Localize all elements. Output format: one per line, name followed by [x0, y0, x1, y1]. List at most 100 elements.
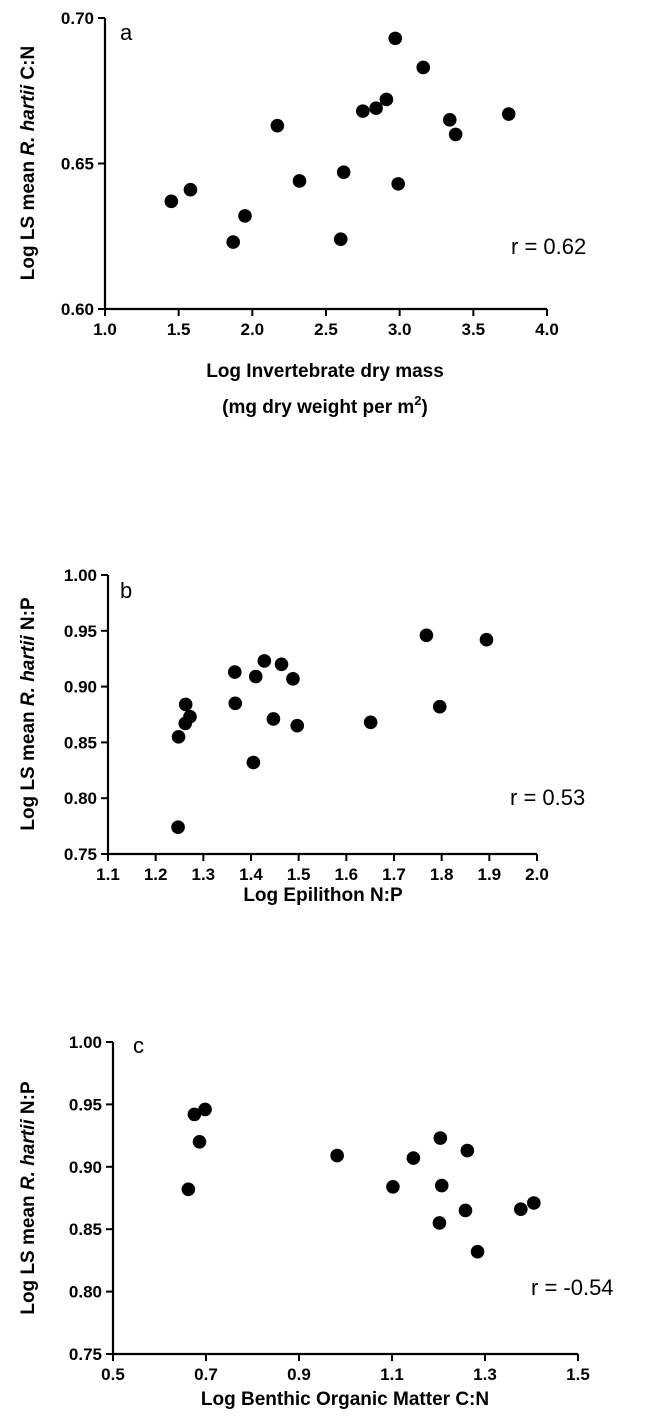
panel-a-y-tick-label-1: 0.65 [61, 155, 94, 174]
panel-c-data-point [198, 1102, 212, 1117]
panel-a-axes [103, 18, 547, 311]
panel-b-x-tick-label-7: 1.8 [430, 865, 454, 884]
panel-c-data-point [434, 1178, 449, 1193]
panel-c-y-title-pre: Log LS mean [18, 1190, 39, 1315]
panel-b-x-tick-label-2: 1.3 [192, 865, 216, 884]
panel-b-y-tick-label-3: 0.90 [64, 678, 97, 697]
panel-c-data-point [192, 1135, 207, 1149]
panel-b-x-tick-label-4: 1.5 [287, 865, 311, 884]
panel-b-y-title-post: N:P [18, 597, 39, 635]
panel-c-x-tick-label-0: 0.5 [101, 1365, 125, 1384]
panel-b-x-tick-label-5: 1.6 [335, 865, 359, 884]
panel-c-x-title: Log Benthic Organic Matter C:N [201, 1389, 489, 1410]
panel-b-x-title: Log Epilithon N:P [243, 885, 403, 906]
panel-a-x-tick-label-0: 1.0 [93, 320, 117, 339]
panel-a-y-ticks: 0.60 0.65 0.70 [61, 9, 105, 319]
panel-c-y-tick-label-4: 0.95 [69, 1095, 102, 1114]
panel-c-y-tick-label-3: 0.90 [69, 1158, 102, 1177]
panel-a-data-point [333, 232, 348, 246]
panel-c: c 0.75 0.80 0.85 0.90 0.95 1.00 0.5 0.7 0.9 1.1 1… [18, 1033, 614, 1410]
panel-a-x-title-sup: 2 [414, 393, 421, 408]
panel-a-data-point [369, 101, 383, 116]
panel-c-data-point [406, 1151, 421, 1165]
panel-c-data-point [514, 1202, 528, 1217]
panel-b-data-point [248, 669, 263, 684]
panel-b-x-tick-label-3: 1.4 [239, 865, 263, 884]
panel-c-y-tick-label-0: 0.75 [69, 1345, 102, 1364]
panel-a-x-title-line2: (mg dry weight per m2) [222, 393, 428, 418]
panel-c-x-tick-label-4: 1.3 [473, 1365, 497, 1384]
panel-b-data-point [257, 654, 272, 668]
panel-b-data-point [178, 697, 193, 712]
panel-b-y-tick-label-0: 0.75 [64, 845, 97, 864]
panel-b-y-title-pre: Log LS mean [18, 706, 39, 831]
panel-b-points [171, 628, 494, 835]
panel-a-x-tick-label-5: 3.5 [462, 320, 486, 339]
panel-a-points [164, 31, 516, 249]
panel-c-x-tick-label-5: 1.5 [566, 1365, 590, 1384]
panel-b-data-point [274, 657, 289, 672]
panel-b-x-tick-label-0: 1.1 [96, 865, 120, 884]
panel-a-data-point [501, 107, 516, 121]
panel-a-data-point [388, 31, 403, 46]
panel-b-x-tick-label-8: 1.9 [478, 865, 502, 884]
panel-b-y-tick-label-5: 1.00 [64, 566, 97, 585]
panel-a-data-point [292, 174, 307, 188]
panel-c-x-tick-label-1: 0.7 [194, 1365, 218, 1384]
panel-a-x-title-close: ) [422, 397, 428, 418]
panel-c-axes [111, 1042, 578, 1356]
panel-a-y-tick-label-2: 0.70 [61, 9, 94, 28]
panel-a-y-title-pre: Log LS mean [18, 156, 39, 281]
panel-b-y-title-italic: R. hartii [18, 635, 39, 706]
panel-b-x-tick-label-9: 2.0 [525, 865, 549, 884]
panel-b-data-point [183, 709, 197, 724]
panel-a-data-point [183, 182, 198, 197]
panel-a-data-point [270, 118, 285, 133]
panel-b-data-point [363, 715, 378, 730]
panel-c-data-point [458, 1203, 473, 1218]
panel-a-r-value: r = 0.62 [511, 234, 586, 259]
panel-b-data-point [228, 696, 243, 711]
panel-b-data-point [171, 730, 186, 744]
panel-c-x-tick-label-2: 0.9 [287, 1365, 311, 1384]
panel-a-y-title-post: C:N [18, 46, 39, 85]
panel-a-x-tick-label-4: 3.0 [388, 320, 412, 339]
panel-c-y-title-post: N:P [18, 1081, 39, 1119]
panel-b-data-point [479, 632, 494, 647]
panel-b-y-tick-label-2: 0.85 [64, 733, 97, 752]
panel-c-data-point [432, 1216, 447, 1230]
panel-a-data-point [356, 104, 370, 118]
panel-b-data-point [432, 699, 447, 714]
panel-a-data-point [391, 177, 405, 191]
panel-c-data-point [460, 1143, 475, 1158]
panel-a-x-ticks: 1.0 1.5 2.0 2.5 3.0 3.5 4.0 [93, 309, 559, 339]
panel-b-data-point [286, 671, 300, 686]
panel-a-data-point [238, 209, 252, 223]
panel-a-data-point [416, 60, 431, 75]
panel-a-x-title: Log Invertebrate dry mass [206, 361, 444, 382]
panel-b-data-point [227, 665, 242, 679]
panel-c-data-point [181, 1182, 196, 1197]
panel-a-x-tick-label-2: 2.0 [241, 320, 265, 339]
panel-b-data-point [171, 820, 185, 835]
panel-c-y-title-italic: R. hartii [18, 1119, 39, 1190]
panel-a-x-title-line2-text: (mg dry weight per m [222, 397, 414, 418]
panel-b-x-tick-label-1: 1.2 [144, 865, 168, 884]
panel-a-y-title-italic: R. hartii [18, 84, 39, 155]
panel-a-x-tick-label-1: 1.5 [167, 320, 191, 339]
panel-c-points [181, 1102, 541, 1259]
panel-c-x-ticks: 0.5 0.7 0.9 1.1 1.3 1.5 [101, 1354, 590, 1384]
panel-a-data-point [226, 235, 240, 249]
panel-c-y-tick-label-2: 0.85 [69, 1220, 102, 1239]
panel-a-data-point [442, 113, 457, 127]
panel-b-data-point [419, 628, 434, 643]
panel-c-y-title: Log LS mean R. hartii N:P [18, 1081, 39, 1315]
panel-b: b 0.750.800.850.900.951.00 1.1 1.2 1.3 1.4 1… [18, 566, 585, 906]
panel-c-y-ticks: 0.75 0.80 0.85 0.90 0.95 1.00 [69, 1033, 113, 1364]
panel-a-data-point [164, 194, 179, 209]
panel-a-x-tick-label-6: 4.0 [535, 320, 559, 339]
panel-b-data-point [246, 755, 261, 770]
panel-b-data-point [266, 712, 281, 726]
panel-b-y-ticks: 0.75 0.80 0.85 0.90 0.95 1.00 [64, 566, 108, 864]
